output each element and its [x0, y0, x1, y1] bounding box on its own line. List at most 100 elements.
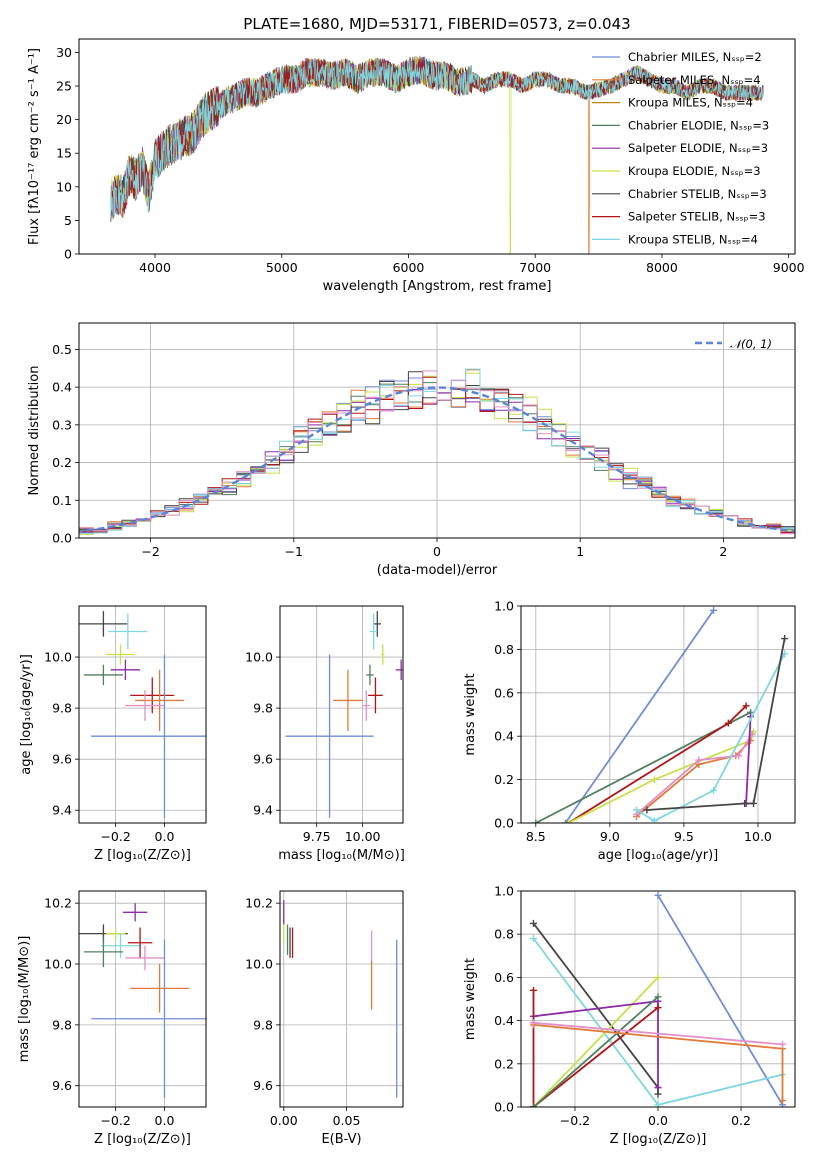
weight-point-marker	[779, 1040, 787, 1048]
y-tick-label: 0.8	[494, 927, 514, 942]
x-tick-label: 1	[576, 544, 584, 559]
weight-point-marker	[529, 919, 537, 927]
weight-series-line	[564, 609, 715, 823]
y-tick-label: 0.2	[494, 1056, 514, 1071]
plot-area-mass-weight-vs-age	[532, 606, 789, 823]
y-tick-label: 10.0	[44, 650, 72, 665]
y-tick-label: 20	[56, 112, 72, 127]
weight-point-marker	[654, 1090, 662, 1098]
y-tick-label: 0.5	[52, 342, 72, 357]
legend-entry: Salpeter ELODIE, Nₛₛₚ=3	[628, 141, 768, 155]
x-tick-label: 0.2	[731, 1113, 751, 1128]
data-point-errorbar	[105, 927, 126, 940]
y-tick-label: 9.8	[253, 1017, 273, 1032]
weight-point-marker	[650, 817, 658, 823]
data-point-errorbar	[125, 690, 165, 721]
y-tick-label: 0.1	[52, 493, 72, 508]
weight-point-marker	[710, 606, 718, 614]
legend-entry: Kroupa MILES, Nₛₛₚ=4	[628, 96, 753, 110]
weight-point-marker	[643, 806, 651, 814]
spectrum-series-line	[110, 56, 764, 222]
weight-point-marker	[564, 819, 572, 823]
y-tick-label: 0.4	[494, 1013, 514, 1028]
x-axis-label: wavelength [Angstrom, rest frame]	[323, 279, 552, 294]
x-tick-label: 7000	[519, 260, 551, 275]
x-tick-label: 0.05	[333, 1113, 361, 1128]
y-tick-label: 30	[56, 45, 72, 60]
gaussian-reference-curve	[79, 386, 795, 533]
x-tick-label: −1	[285, 544, 303, 559]
x-tick-label: 9.5	[674, 829, 694, 844]
y-axis-label: mass weight	[463, 673, 478, 755]
y-tick-label: 9.6	[52, 1078, 72, 1093]
weight-point-marker	[654, 891, 662, 899]
y-tick-label: 9.4	[253, 803, 273, 818]
axes-frame	[78, 38, 796, 255]
y-tick-label: 0.2	[494, 772, 514, 787]
weight-point-marker	[529, 986, 537, 994]
data-point-errorbar	[366, 664, 374, 686]
legend-entry: Chabrier MILES, Nₛₛₚ=2	[628, 50, 762, 64]
data-point-errorbar	[100, 933, 141, 958]
y-tick-label: 0.6	[494, 970, 514, 985]
y-tick-label: 9.6	[52, 752, 72, 767]
plot-area-mass-weight-vs-Z	[529, 891, 787, 1107]
data-point-errorbar	[362, 690, 370, 721]
panels: 4000 5000 6000 7000 8000 9000051015202530wave…	[17, 38, 805, 1147]
legend-entry: Chabrier ELODIE, Nₛₛₚ=3	[628, 118, 769, 132]
data-point-errorbar	[130, 677, 175, 714]
y-tick-label: 10.2	[245, 896, 273, 911]
data-point-errorbar	[373, 611, 381, 637]
weight-series-line	[636, 653, 786, 822]
weight-point-marker	[529, 1019, 537, 1027]
weight-series-line	[657, 894, 784, 1106]
weight-point-marker	[654, 1004, 662, 1012]
weight-series-line	[635, 733, 753, 815]
y-tick-label: 9.6	[253, 752, 273, 767]
x-tick-label: 9000	[773, 260, 805, 275]
axes-frame	[78, 605, 207, 824]
weight-point-marker	[529, 935, 537, 943]
weight-point-marker	[750, 799, 758, 807]
y-tick-label: 0.6	[494, 685, 514, 700]
x-tick-label: −0.2	[100, 1113, 130, 1128]
x-tick-label: 4000	[139, 260, 171, 275]
data-point-errorbar	[91, 654, 206, 818]
y-tick-label: 0	[64, 247, 72, 262]
data-point-errorbar	[83, 664, 123, 686]
weight-point-marker	[710, 786, 718, 794]
axes-age-vs-Z: −0.2 0.0 9.4 9.6 9.8 10.0 Z [log₁₀(Z/Z⊙)] age […	[19, 605, 207, 863]
x-tick-label: 6000	[393, 260, 425, 275]
figure-title: PLATE=1680, MJD=53171, FIBERID=0573, z=0…	[243, 15, 630, 33]
x-axis-label: Z [log₁₀(Z/Z⊙)]	[610, 1132, 707, 1147]
x-axis-label: Z [log₁₀(Z/Z⊙)]	[94, 1132, 191, 1147]
data-point-errorbar	[125, 945, 165, 971]
x-axis-label: age [log₁₀(age/yr)]	[598, 848, 719, 863]
y-tick-label: 0.0	[52, 531, 72, 546]
weight-point-marker	[695, 756, 703, 764]
weight-point-marker	[742, 702, 750, 710]
x-tick-label: 0.00	[270, 1113, 298, 1128]
plot-area-age-vs-Z	[79, 611, 206, 818]
x-tick-label: 9.75	[303, 829, 331, 844]
weight-point-marker	[654, 993, 662, 1001]
plot-area-spectrum	[110, 55, 764, 254]
axes-mass-vs-ebv: 0.00 0.05 9.6 9.8 10.0 10.2 E(B-V)	[245, 890, 404, 1147]
y-tick-label: 0.0	[494, 1100, 514, 1115]
plot-area-residuals	[79, 368, 795, 538]
y-tick-label: 9.8	[253, 701, 273, 716]
legend-entry: Kroupa ELODIE, Nₛₛₚ=3	[628, 164, 761, 178]
axes-mass-vs-Z: −0.2 0.0 9.6 9.8 10.0 10.2 Z [log₁₀(Z/Z⊙)] mass…	[17, 890, 207, 1147]
y-axis-label: age [log₁₀(age/yr)]	[19, 654, 34, 775]
data-point-errorbar	[127, 927, 153, 958]
weight-point-marker	[781, 635, 789, 643]
weight-point-marker	[529, 1103, 537, 1107]
weight-point-marker	[532, 819, 540, 823]
axes-spectrum: 4000 5000 6000 7000 8000 9000 0 5 10 15 20 25 30 wave…	[27, 38, 805, 294]
weight-point-marker	[779, 1097, 787, 1105]
y-tick-label: 1.0	[494, 884, 514, 899]
y-tick-label: 10.0	[245, 957, 273, 972]
x-axis-label: E(B-V)	[321, 1132, 361, 1147]
data-point-errorbar	[105, 644, 136, 665]
axes-age-vs-mass: 9.75 10.00 9.4 9.6 9.8 10.0 mass [log₁₀(M/M⊙)]	[245, 605, 405, 863]
